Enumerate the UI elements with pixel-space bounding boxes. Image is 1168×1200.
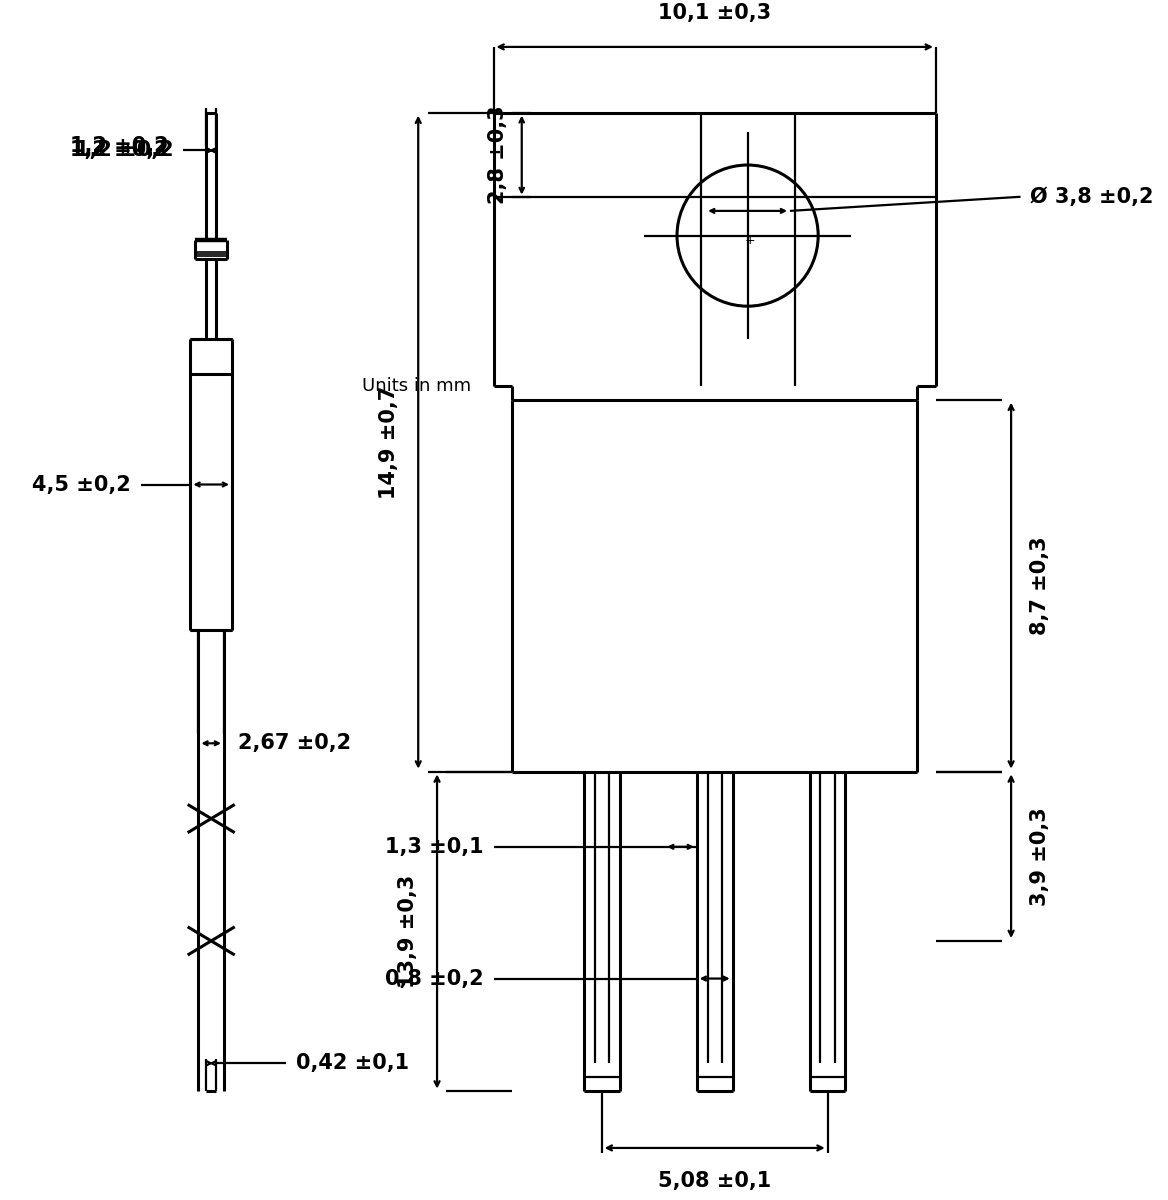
Text: +: + — [745, 234, 756, 247]
Text: 2,8 ±0,3: 2,8 ±0,3 — [487, 106, 508, 204]
Text: 0,42 ±0,1: 0,42 ±0,1 — [296, 1054, 409, 1073]
Text: 1,3 ±0,1: 1,3 ±0,1 — [385, 836, 484, 857]
Text: 4,5 ±0,2: 4,5 ±0,2 — [33, 474, 131, 494]
Text: Units in mm: Units in mm — [362, 377, 471, 395]
Text: 14,9 ±0,7: 14,9 ±0,7 — [380, 385, 399, 499]
Text: 1,2 ±0,2: 1,2 ±0,2 — [75, 140, 174, 161]
Text: 1,2 ±0,2: 1,2 ±0,2 — [70, 140, 169, 161]
Text: 2,67 ±0,2: 2,67 ±0,2 — [238, 733, 352, 754]
Text: 5,08 ±0,1: 5,08 ±0,1 — [658, 1171, 771, 1192]
Text: Ø 3,8 ±0,2: Ø 3,8 ±0,2 — [1030, 187, 1154, 206]
Text: 1,2 ±0,2: 1,2 ±0,2 — [70, 136, 169, 156]
Text: 0,8 ±0,2: 0,8 ±0,2 — [385, 968, 484, 989]
Text: 13,9 ±0,3: 13,9 ±0,3 — [398, 875, 418, 988]
Text: 8,7 ±0,3: 8,7 ±0,3 — [1030, 536, 1050, 635]
Text: 3,9 ±0,3: 3,9 ±0,3 — [1030, 806, 1050, 906]
Text: 10,1 ±0,3: 10,1 ±0,3 — [658, 4, 771, 23]
